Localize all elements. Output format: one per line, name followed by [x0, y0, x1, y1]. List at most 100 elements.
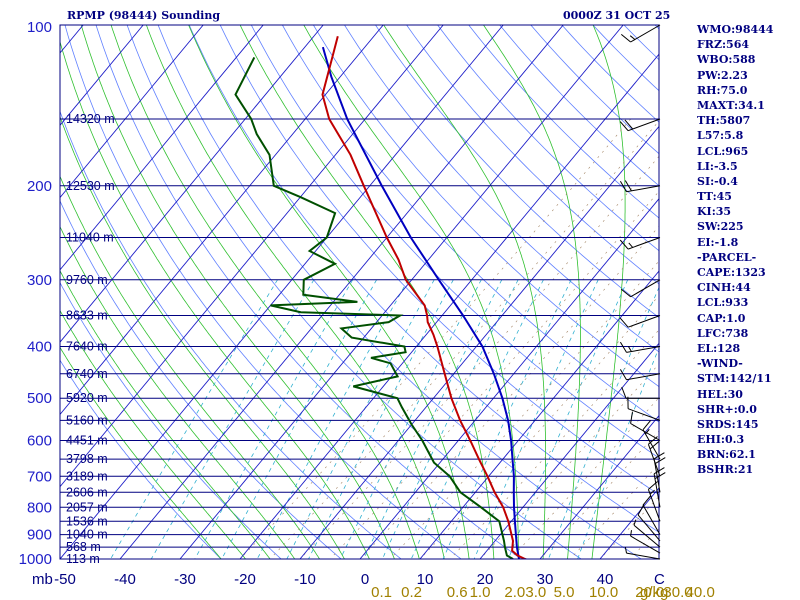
- moist-adiabat: [60, 175, 321, 559]
- wind-barb-half-flag: [649, 489, 655, 495]
- parcel-trace: [321, 46, 520, 559]
- index-item: WMO:98444: [697, 23, 774, 36]
- height-label: 7640 m: [66, 340, 108, 354]
- dry-adiabat: [437, 25, 659, 252]
- wind-barb-half-flag: [633, 519, 637, 526]
- temperature-tick-label: 40: [597, 571, 614, 588]
- wind-barb: [637, 504, 661, 542]
- moist-adiabat: [60, 309, 247, 559]
- temperature-tick-label: -20: [234, 571, 256, 588]
- moist-adiabat: [110, 25, 420, 559]
- mixing-ratio-line: [221, 279, 377, 559]
- index-item: CINH:44: [697, 281, 751, 295]
- wind-barb-flag: [620, 288, 631, 298]
- height-label: 2606 m: [66, 485, 108, 499]
- wind-barb-flag: [642, 495, 651, 506]
- index-item: LCL:965: [697, 144, 749, 158]
- wind-barb: [653, 452, 666, 493]
- mixing-ratio-line: [256, 279, 409, 559]
- pressure-tick-label: 700: [27, 468, 52, 485]
- moist-adiabat: [60, 115, 345, 559]
- temperature-tick-label: -10: [294, 571, 316, 588]
- mixing-ratio-line: [150, 279, 315, 559]
- mixing-ratio-label: 2.0: [504, 584, 525, 600]
- wind-barb: [633, 519, 661, 548]
- index-item: BRN:62.1: [697, 448, 756, 462]
- mixing-ratio-line: [410, 279, 544, 559]
- mixing-ratio-label: 30.0: [663, 584, 692, 600]
- height-label: 5160 m: [66, 413, 108, 427]
- isotherm: [60, 25, 444, 488]
- height-label: 568 m: [66, 540, 101, 554]
- isotherm: [239, 53, 659, 559]
- index-item: CAPE:1323: [697, 266, 766, 279]
- isotherm: [60, 25, 204, 199]
- wind-barb-staff: [653, 458, 661, 493]
- isotherm: [479, 342, 659, 559]
- wind-barb-staff: [630, 423, 661, 441]
- moist-adiabat: [60, 270, 271, 559]
- height-label: 12530 m: [66, 179, 115, 193]
- height-label: 11040 m: [66, 231, 114, 245]
- temperature-tick-label: 0: [361, 571, 369, 588]
- mixing-ratio-label: 0.1: [371, 584, 392, 600]
- isotherm: [179, 25, 624, 559]
- chart-datetime: 0000Z 31 OCT 25: [563, 9, 671, 22]
- wind-barb-flag: [624, 180, 632, 192]
- mixing-ratio-line: [577, 346, 659, 559]
- wind-barb-half-flag: [630, 530, 632, 537]
- mixing-ratio-unit: g/kg: [640, 584, 668, 600]
- wind-barb-half-flag: [629, 35, 636, 40]
- index-item: LFC:738: [697, 326, 749, 340]
- mixing-ratio-label: 3.0: [525, 584, 546, 600]
- height-label: 4451 m: [66, 434, 108, 448]
- height-label: 14320 m: [66, 112, 115, 126]
- mixing-ratio-line: [473, 279, 599, 559]
- moist-adiabat: [60, 40, 370, 559]
- wind-barb-flag: [648, 481, 658, 490]
- mixing-ratio-line: [110, 279, 278, 559]
- mixing-ratio-label: 0.2: [401, 584, 422, 600]
- plot-frame: [59, 24, 660, 560]
- isotherm: [119, 25, 564, 559]
- wind-barb-staff: [626, 552, 661, 560]
- dry-adiabat: [64, 25, 462, 559]
- wind-barb-staff: [626, 185, 661, 193]
- wind-barb: [619, 369, 661, 381]
- wind-barb: [647, 481, 661, 522]
- wind-barb-staff: [627, 237, 661, 250]
- wind-barb-staff: [630, 535, 661, 554]
- wind-barb-flag: [619, 317, 629, 328]
- index-item: SW:225: [697, 220, 744, 234]
- wind-barb-flag: [619, 341, 627, 353]
- wind-barb-flag: [653, 467, 665, 475]
- isotherm: [60, 25, 144, 126]
- dry-adiabat: [126, 25, 582, 559]
- wind-barb-flag: [630, 411, 633, 424]
- wind-barb-staff: [647, 489, 661, 522]
- wind-barb: [653, 467, 666, 508]
- temperature-tick-label: -30: [174, 571, 196, 588]
- moist-adiabat: [60, 225, 296, 559]
- guide-line: [239, 118, 631, 559]
- temperature-tick-label: 10: [417, 571, 434, 588]
- index-item: TT:45: [697, 190, 732, 204]
- dry-adiabat: [95, 25, 522, 559]
- x-axis-unit: C: [654, 571, 665, 588]
- mixing-ratio-label: 40.0: [686, 584, 715, 600]
- dry-adiabat: [60, 200, 342, 559]
- height-label: 9760 m: [66, 273, 108, 287]
- wind-barb-flag: [653, 452, 665, 460]
- wind-barb-staff: [626, 346, 661, 353]
- mixing-ratio-line: [507, 279, 629, 559]
- moist-adiabat: [239, 25, 495, 559]
- moist-adiabat: [483, 25, 581, 559]
- height-label: 6740 m: [66, 367, 108, 381]
- mixing-ratio-label: 5.0: [554, 584, 575, 600]
- mixing-ratio-line: [381, 279, 519, 559]
- index-item: FRZ:564: [697, 38, 750, 52]
- isotherm: [60, 25, 384, 416]
- pressure-tick-label: 300: [27, 272, 52, 289]
- wind-barb-flag: [654, 472, 666, 480]
- wind-barb-staff: [642, 429, 661, 460]
